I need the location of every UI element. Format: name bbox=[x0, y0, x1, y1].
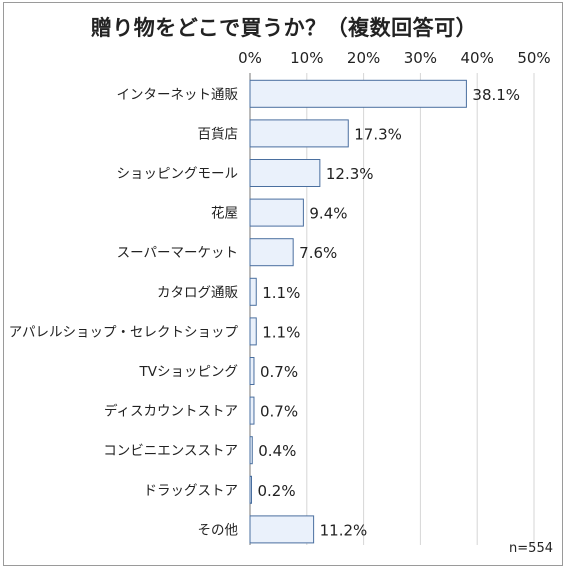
value-label: 12.3% bbox=[326, 165, 374, 183]
category-label: その他 bbox=[198, 522, 239, 538]
value-label: 0.4% bbox=[258, 442, 296, 460]
value-label: 9.4% bbox=[309, 205, 347, 223]
x-tick-label: 30% bbox=[404, 49, 437, 67]
value-label: 1.1% bbox=[262, 323, 300, 341]
value-label: 17.3% bbox=[354, 125, 402, 143]
x-tick-label: 10% bbox=[290, 49, 323, 67]
bar bbox=[249, 119, 349, 148]
bar bbox=[249, 357, 255, 385]
x-tick-label: 40% bbox=[461, 49, 494, 67]
chart-frame bbox=[3, 2, 563, 566]
x-tick-label: 20% bbox=[347, 49, 380, 67]
bar bbox=[249, 475, 252, 504]
bar bbox=[249, 515, 315, 544]
bar bbox=[249, 238, 294, 267]
value-label: 11.2% bbox=[320, 521, 368, 539]
bar bbox=[249, 159, 321, 187]
category-label: アパレルショップ・セレクトショップ bbox=[9, 324, 239, 340]
value-label: 7.6% bbox=[299, 244, 337, 262]
category-label: 花屋 bbox=[211, 206, 238, 222]
category-label: 百貨店 bbox=[198, 125, 239, 142]
bar bbox=[249, 317, 257, 346]
bar bbox=[249, 396, 255, 425]
x-tick-label: 0% bbox=[238, 49, 262, 67]
value-label: 38.1% bbox=[472, 86, 520, 104]
category-label: カタログ通販 bbox=[157, 285, 238, 301]
chart-title: 贈り物をどこで買うか？（複数回答可） bbox=[90, 16, 478, 40]
value-label: 0.2% bbox=[258, 482, 296, 500]
bar bbox=[249, 277, 257, 306]
value-label: 0.7% bbox=[260, 363, 298, 381]
category-label: インターネット通販 bbox=[117, 87, 239, 103]
category-label: TVショッピング bbox=[139, 364, 238, 380]
value-label: 0.7% bbox=[260, 403, 298, 421]
x-tick-label: 50% bbox=[517, 49, 550, 67]
bar bbox=[249, 79, 467, 108]
bar bbox=[249, 198, 304, 227]
category-label: コンビニエンスストア bbox=[103, 443, 238, 459]
sample-size-note: n=554 bbox=[509, 541, 553, 556]
category-label: ショッピングモール bbox=[117, 166, 239, 182]
category-label: スーパーマーケット bbox=[117, 245, 238, 261]
category-label: ドラッグストア bbox=[144, 483, 239, 499]
value-label: 1.1% bbox=[262, 284, 300, 302]
bar bbox=[249, 436, 253, 465]
category-label: ディスカウントストア bbox=[104, 403, 238, 420]
